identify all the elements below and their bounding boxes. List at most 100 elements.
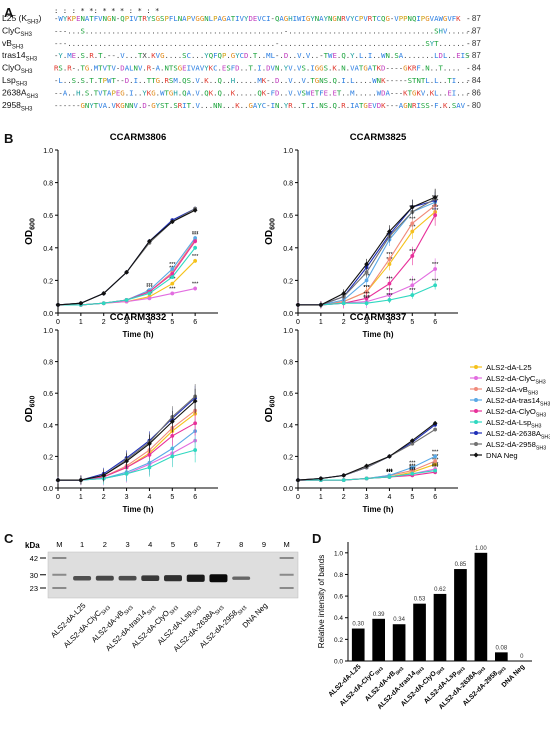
data-point: [147, 296, 152, 301]
legend-swatch-marker: [474, 376, 478, 380]
x-tick-label: 1: [319, 319, 323, 326]
significance-mark: ***: [363, 291, 370, 297]
data-point: [169, 419, 175, 425]
sequence-length: - 86: [467, 88, 481, 97]
y-tick-label: 0.8: [334, 572, 343, 579]
significance-mark: ***: [192, 231, 199, 237]
sequence-name: ClyOSH3: [2, 63, 33, 76]
data-point: [295, 477, 301, 483]
data-point: [193, 239, 198, 244]
sequence-length: - 84: [467, 76, 481, 85]
data-point: [295, 302, 301, 308]
significance-mark: ***: [409, 460, 416, 466]
significance-mark: ***: [432, 208, 439, 214]
significance-mark: ***: [432, 464, 439, 470]
sequence-residues: -Y.ME.S.R.T.--.V...TX.KVG....SC...YQFQP.…: [54, 51, 470, 60]
data-point: [341, 301, 346, 306]
gel-lane-number: M: [284, 540, 290, 549]
legend-label: ALS2-dA-ClyCSH3: [486, 374, 546, 386]
gel-band: [95, 575, 114, 581]
x-axis-label: Time (h): [363, 330, 394, 339]
y-tick-label: 1.0: [283, 328, 293, 335]
x-tick-label: 5: [410, 494, 414, 501]
y-tick-label: 0.4: [43, 246, 53, 253]
gel-ladder-band: [52, 573, 67, 576]
data-point: [78, 477, 84, 483]
y-tick-label: 0.6: [334, 594, 343, 601]
data-point: [364, 476, 369, 481]
data-point: [433, 427, 438, 432]
significance-mark: ***: [192, 282, 199, 288]
bar-value-label: 0.62: [434, 587, 446, 593]
data-point: [410, 471, 415, 476]
y-tick-label: 0.8: [43, 360, 53, 367]
data-point: [318, 302, 324, 308]
bar: [494, 652, 508, 661]
intensity-bar-chart: 0.0 0.2 0.4 0.6 0.8 1.0 Relative intensity of …: [317, 542, 532, 711]
y-tick-label: 0.0: [283, 311, 293, 318]
significance-mark: ***: [432, 462, 439, 468]
sequence-residues: RS.R-.TG.MTVTV-DALNV.R-A.NTSGEIVAVYKC.ES…: [54, 64, 461, 73]
y-tick-label: 1.0: [334, 550, 343, 557]
bar: [351, 628, 365, 661]
x-tick-label: 4: [387, 319, 391, 326]
data-point: [432, 420, 438, 426]
significance-mark: ***: [409, 468, 416, 474]
data-point: [124, 471, 129, 476]
significance-mark: ***: [432, 465, 439, 471]
data-point: [387, 454, 392, 459]
significance-mark: ***: [169, 262, 176, 268]
data-point: [78, 300, 84, 306]
significance-mark: ***: [363, 285, 370, 291]
data-point: [433, 267, 438, 271]
y-axis-label: OD600: [24, 218, 37, 245]
sequence-name: L25 (KSH3): [2, 13, 42, 26]
gel-band: [118, 575, 137, 581]
y-axis-label: Relative intensity of bands: [317, 555, 326, 648]
x-tick-label: 4: [387, 494, 391, 501]
sequence-residues: -WYKPENATFVNGN-QPIVTRYSGSPFLNAPVGGNLPAGA…: [54, 14, 461, 23]
data-point: [147, 441, 152, 447]
bar-value-label: 0: [520, 654, 524, 660]
data-point: [55, 302, 61, 308]
data-point: [55, 477, 61, 483]
y-tick-label: 0.8: [283, 181, 293, 188]
x-tick-label: 3: [365, 319, 369, 326]
legend-label: ALS2-dA-vBSH3: [486, 385, 538, 397]
gel-band: [73, 575, 92, 581]
x-tick-label: 4: [147, 494, 151, 501]
gel-lane-number: 4: [148, 540, 152, 549]
y-tick-label: 0.6: [43, 213, 53, 220]
chart-title: CCARM3837: [350, 312, 407, 323]
data-point: [410, 229, 415, 234]
gel-lane-number: 2: [103, 540, 107, 549]
significance-mark: ***: [386, 252, 393, 258]
y-axis-label: OD600: [264, 396, 277, 423]
data-point: [147, 238, 152, 244]
significance-mark: ***: [363, 273, 370, 279]
legend-swatch-marker: [474, 409, 478, 413]
y-tick-label: 0.6: [283, 391, 293, 398]
legend-label: ALS2-dA-tras14SH3: [486, 396, 550, 408]
x-tick-label: 2: [342, 319, 346, 326]
x-tick-label: 0: [56, 494, 60, 501]
data-point: [364, 261, 369, 267]
data-point: [409, 438, 415, 443]
gel-image: [47, 551, 299, 599]
significance-mark: ***: [386, 293, 393, 299]
significance-mark: ***: [409, 249, 416, 255]
legend-swatch-marker: [473, 452, 479, 458]
y-tick-label: 0.0: [283, 486, 293, 493]
x-tick-label: 5: [170, 319, 174, 326]
data-point: [147, 291, 152, 296]
gel-lane-number: M: [56, 540, 62, 549]
data-point: [193, 421, 198, 426]
data-point: [193, 245, 198, 250]
gel-lane-number: 1: [80, 540, 84, 549]
data-point: [387, 293, 392, 297]
data-point: [341, 472, 347, 478]
gel-ladder-band: [279, 573, 294, 576]
